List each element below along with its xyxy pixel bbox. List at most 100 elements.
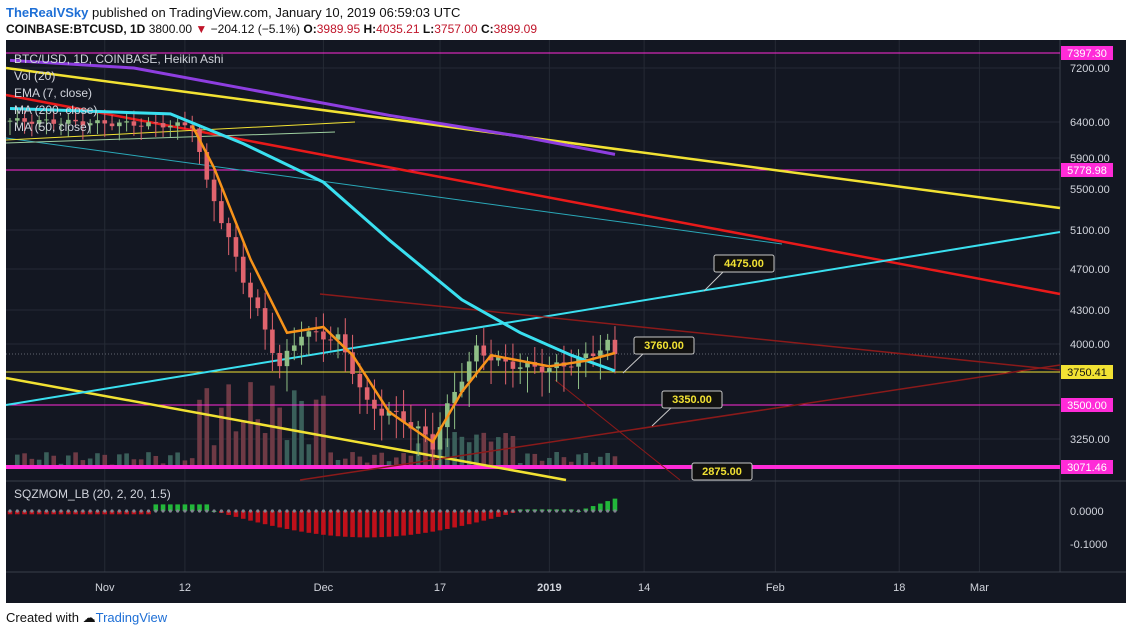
legend-ma50[interactable]: MA (50, close) [14, 120, 91, 134]
high-label: H: [363, 22, 377, 36]
squeeze-dot [584, 509, 588, 513]
momentum-bar [87, 511, 93, 515]
candle-body [146, 122, 151, 127]
momentum-bar [474, 511, 479, 523]
candle-body [313, 331, 319, 333]
callout-pointer [622, 352, 645, 374]
author-link[interactable]: TheRealVSky [6, 5, 89, 20]
price-change: −204.12 (−5.1%) [210, 22, 301, 36]
candle-body [14, 118, 20, 121]
momentum-bar [226, 511, 231, 515]
tradingview-brand[interactable]: TradingView [95, 610, 168, 625]
x-tick-label: Feb [766, 582, 785, 594]
squeeze-dot [533, 509, 537, 513]
momentum-bar [445, 511, 450, 529]
candle-body [284, 350, 290, 367]
cyan-support-line [5, 231, 1061, 406]
volume-bar [211, 445, 217, 467]
squeeze-dot [219, 509, 223, 513]
volume-bar [131, 459, 137, 467]
momentum-bar [481, 511, 487, 521]
volume-bar [452, 432, 457, 467]
momentum-bar [182, 504, 188, 511]
volume-bar [612, 456, 618, 467]
darkred-diagonal-line [554, 379, 681, 481]
squeeze-dot [547, 509, 551, 513]
volume-bar [80, 460, 86, 467]
volume-bar [73, 452, 78, 467]
momentum-bar [80, 511, 86, 515]
squeeze-dot [467, 509, 471, 513]
squeeze-dot [176, 509, 180, 513]
price-tag-bg [1061, 398, 1113, 412]
squeeze-dot [482, 509, 486, 513]
volume-bar [291, 390, 297, 467]
squeeze-dot [576, 509, 581, 513]
candle-body [44, 119, 49, 121]
volume-bar [175, 452, 180, 467]
candle-body [117, 122, 122, 127]
squeeze-dot [329, 509, 333, 513]
price-chart[interactable]: 7200.00 6400.00 5900.00 5500.00 5100.00 4700.… [0, 40, 1131, 603]
volume-bar [299, 400, 304, 467]
volume-bar [117, 454, 122, 467]
candle-body [452, 391, 457, 404]
squeeze-dot [387, 509, 391, 513]
price-tags: 7397.30 5778.98 3750.41 3500.00 3071.46 [1061, 46, 1113, 474]
squeeze-dot [168, 509, 172, 513]
momentum-bar [291, 511, 297, 531]
x-tick-label: 12 [179, 582, 191, 594]
squeeze-dot [37, 509, 41, 513]
squeeze-dot [227, 509, 231, 513]
publish-info: published on TradingView.com, January 10… [92, 5, 461, 20]
momentum-bar [277, 511, 282, 528]
momentum-bar [437, 511, 443, 531]
osc-tick-label: -0.1000 [1070, 539, 1107, 551]
candle-body [58, 123, 64, 125]
x-tick-label: 14 [638, 582, 650, 594]
volume-bar [394, 457, 399, 467]
momentum-bar [372, 511, 377, 538]
squeeze-dot [438, 509, 442, 513]
legend-vol[interactable]: Vol (20) [14, 69, 55, 83]
squeeze-dot [525, 509, 530, 513]
candle-body [211, 179, 217, 202]
y-tick-label: 4700.00 [1070, 264, 1110, 276]
squeeze-dot [372, 509, 377, 513]
squeeze-dot [59, 509, 63, 513]
close-value: 3899.09 [493, 22, 538, 36]
squeeze-dot [81, 509, 85, 513]
yellow-thin-line [5, 121, 356, 141]
publish-header: TheRealVSky published on TradingView.com… [6, 5, 460, 20]
candle-body [270, 329, 275, 353]
squeeze-dot [445, 509, 449, 513]
squeeze-dot [285, 509, 289, 513]
squeeze-dot [460, 509, 464, 513]
y-tick-label: 4000.00 [1070, 339, 1110, 351]
price-tag-bg [1061, 365, 1113, 379]
squeeze-dot [146, 509, 151, 513]
squeeze-dot [350, 509, 355, 513]
momentum-bar [29, 511, 35, 515]
volume-bar [335, 459, 341, 467]
squeeze-dot [125, 509, 129, 513]
squeeze-dot [30, 509, 34, 513]
momentum-bar [233, 511, 239, 517]
squeeze-dot [110, 509, 114, 513]
legend-ma200[interactable]: MA (200, close) [14, 103, 97, 117]
callout-box [661, 390, 723, 409]
volume-bar [262, 433, 268, 467]
volume-bar [488, 441, 494, 467]
trend-lines [5, 66, 1061, 482]
legend-ema[interactable]: EMA (7, close) [14, 86, 92, 100]
candle-body [240, 256, 246, 283]
candle-body [364, 387, 370, 400]
volume-bar [233, 431, 239, 467]
momentum-bar [146, 511, 151, 515]
candle-body [73, 119, 78, 122]
volume-bar [342, 458, 348, 467]
tradingview-logo-icon: ☁ [82, 610, 96, 625]
squeeze-dot [52, 509, 56, 513]
oscillator-legend[interactable]: SQZMOM_LB (20, 2, 20, 1.5) [14, 487, 171, 501]
price-tag-bg [1061, 460, 1113, 474]
